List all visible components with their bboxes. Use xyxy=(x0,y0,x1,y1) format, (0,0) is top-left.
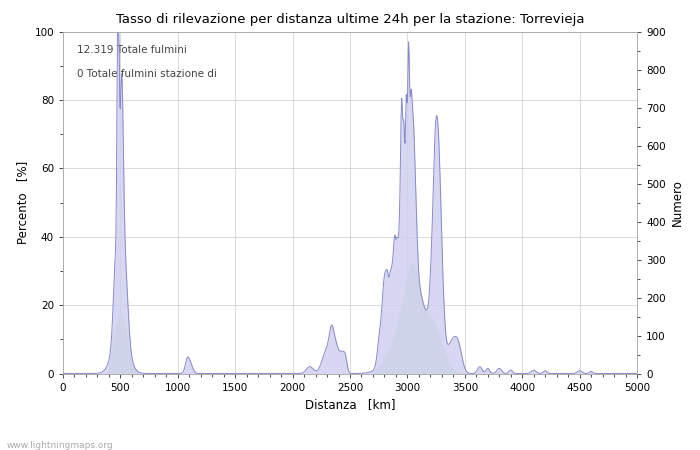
Y-axis label: Percento   [%]: Percento [%] xyxy=(16,161,29,244)
Legend: Tasso di rilevazione stazione Torrevieja, Numero totale fulmini: Tasso di rilevazione stazione Torrevieja… xyxy=(127,446,516,450)
Text: 0 Totale fulmini stazione di: 0 Totale fulmini stazione di xyxy=(77,69,217,79)
Text: 12.319 Totale fulmini: 12.319 Totale fulmini xyxy=(77,45,187,55)
Title: Tasso di rilevazione per distanza ultime 24h per la stazione: Torrevieja: Tasso di rilevazione per distanza ultime… xyxy=(116,13,584,26)
Y-axis label: Numero: Numero xyxy=(671,179,684,226)
X-axis label: Distanza   [km]: Distanza [km] xyxy=(304,398,395,411)
Text: www.lightningmaps.org: www.lightningmaps.org xyxy=(7,441,113,450)
